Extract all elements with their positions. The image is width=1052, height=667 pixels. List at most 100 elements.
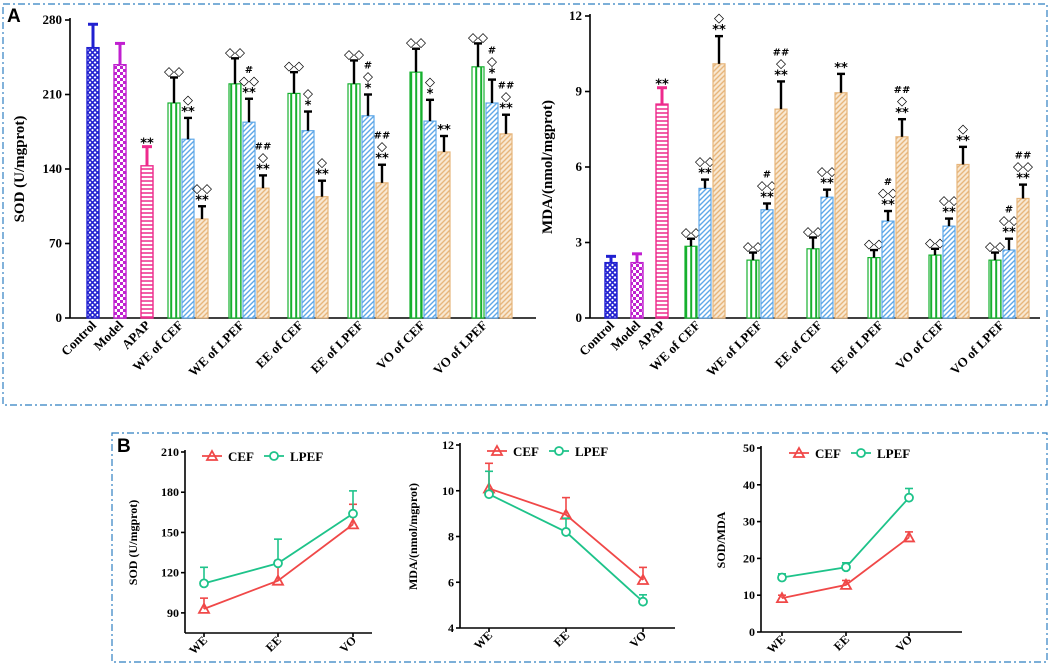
bar-vo-of-lpef-1 bbox=[1002, 249, 1016, 319]
significance-mark: ◇ bbox=[377, 140, 387, 155]
significance-mark: ** bbox=[655, 78, 669, 93]
significance-mark: ◇◇ bbox=[239, 74, 259, 89]
data-point-triangle bbox=[271, 573, 285, 586]
x-tick-label: EE bbox=[551, 628, 572, 649]
significance-mark: ◇ bbox=[363, 70, 373, 85]
significance-mark: # bbox=[488, 46, 496, 57]
x-category-label: VO of LPEF bbox=[947, 317, 1007, 377]
significance-mark: ◇◇ bbox=[344, 47, 364, 62]
legend-marker-triangle bbox=[205, 449, 219, 461]
bar-we-of-lpef-0 bbox=[228, 83, 242, 319]
bar-ee-of-cef-2 bbox=[315, 196, 329, 319]
x-category-label: EE of CEF bbox=[253, 317, 307, 371]
bar-we-of-lpef-1 bbox=[242, 121, 256, 319]
y-axis-title: SOD/MDA bbox=[714, 511, 728, 568]
significance-mark: ** bbox=[942, 206, 956, 221]
significance-mark: ** bbox=[195, 193, 209, 208]
significance-mark: ## bbox=[498, 81, 515, 92]
significance-mark: ** bbox=[499, 102, 513, 117]
x-category-label: WE of LPEF bbox=[703, 317, 765, 379]
x-tick-label: WE bbox=[186, 633, 210, 657]
significance-mark: ◇◇ bbox=[695, 155, 715, 170]
bar-vo-of-lpef-1 bbox=[485, 102, 499, 319]
significance-mark: # bbox=[245, 65, 253, 76]
x-tick-label: WE bbox=[471, 628, 495, 652]
bar-ee-of-lpef-0 bbox=[867, 257, 881, 319]
legend-label-cef: CEF bbox=[513, 444, 539, 459]
data-point-circle bbox=[273, 558, 283, 569]
bar-we-of-cef-1 bbox=[181, 138, 195, 319]
bar-control bbox=[86, 46, 100, 319]
significance-mark: # bbox=[1005, 205, 1013, 216]
significance-mark: * bbox=[365, 82, 372, 97]
significance-mark: ◇ bbox=[317, 156, 327, 171]
x-category-label: Model bbox=[90, 317, 126, 353]
y-tick-label: 0 bbox=[749, 625, 755, 639]
bar-ee-of-lpef-1 bbox=[361, 115, 375, 319]
data-point-circle bbox=[841, 562, 851, 573]
bar-ee-of-lpef-0 bbox=[347, 83, 361, 319]
y-tick-label: 210 bbox=[161, 445, 179, 459]
significance-mark: ◇◇ bbox=[803, 224, 823, 239]
bar-ee-of-cef-1 bbox=[301, 130, 315, 319]
significance-mark: ◇◇ bbox=[985, 240, 1005, 255]
significance-mark: ◇◇ bbox=[864, 237, 884, 252]
significance-mark: ## bbox=[374, 131, 391, 142]
significance-mark: ◇◇ bbox=[925, 236, 945, 251]
panel-a-label: A bbox=[7, 6, 21, 27]
y-tick-label: 4 bbox=[448, 621, 454, 635]
legend-label-lpef: LPEF bbox=[290, 449, 323, 464]
x-category-label: Model bbox=[607, 317, 643, 353]
bar-apap bbox=[655, 103, 669, 319]
y-tick-label: 210 bbox=[43, 87, 63, 102]
significance-mark: * bbox=[305, 99, 312, 114]
data-point-circle bbox=[484, 489, 494, 500]
data-point-triangle bbox=[902, 530, 916, 543]
significance-mark: ◇◇ bbox=[284, 59, 304, 74]
y-tick-label: 90 bbox=[167, 606, 179, 620]
data-point-circle bbox=[638, 596, 648, 607]
y-tick-label: 50 bbox=[743, 441, 755, 455]
y-tick-label: 280 bbox=[43, 12, 63, 27]
significance-mark: ** bbox=[834, 61, 848, 76]
bar-vo-of-lpef-2 bbox=[1016, 197, 1030, 319]
significance-mark: ◇◇ bbox=[743, 240, 763, 255]
significance-mark: ◇◇ bbox=[817, 165, 837, 180]
significance-mark: ◇◇ bbox=[1013, 160, 1033, 175]
significance-mark: ** bbox=[242, 86, 256, 101]
bar-apap bbox=[140, 165, 154, 319]
significance-mark: ** bbox=[375, 152, 389, 167]
bar-control bbox=[604, 261, 618, 319]
significance-mark: ◇◇ bbox=[406, 36, 426, 51]
x-tick-label: VO bbox=[337, 633, 359, 655]
significance-mark: ◇ bbox=[487, 55, 497, 70]
panel-b-frame bbox=[111, 432, 1048, 663]
legend-label-cef: CEF bbox=[815, 446, 841, 461]
y-axis-title: SOD (U/mgprot) bbox=[12, 116, 28, 223]
significance-mark: ◇ bbox=[501, 90, 511, 105]
bar-ee-of-lpef-2 bbox=[375, 182, 389, 319]
significance-mark: ** bbox=[437, 123, 451, 138]
bar-we-of-lpef-2 bbox=[256, 187, 270, 319]
panel-b-label: B bbox=[117, 436, 131, 457]
y-tick-label: 30 bbox=[743, 515, 755, 529]
significance-mark: ◇◇ bbox=[681, 226, 701, 241]
bar-vo-of-lpef-0 bbox=[988, 259, 1002, 319]
bar-we-of-lpef-2 bbox=[774, 108, 788, 319]
bar-ee-of-cef-0 bbox=[287, 92, 301, 319]
legend-marker-circle bbox=[269, 451, 279, 461]
significance-mark: ◇◇ bbox=[164, 64, 184, 79]
bar-vo-of-cef-1 bbox=[423, 120, 437, 319]
legend-label-lpef: LPEF bbox=[575, 444, 608, 459]
significance-mark: ◇ bbox=[776, 56, 786, 71]
bar-vo-of-cef-2 bbox=[956, 163, 970, 319]
y-tick-label: 10 bbox=[442, 484, 454, 498]
significance-mark: ** bbox=[820, 177, 834, 192]
significance-mark: ** bbox=[698, 167, 712, 182]
bar-ee-of-lpef-1 bbox=[881, 220, 895, 319]
bar-vo-of-cef-1 bbox=[942, 225, 956, 319]
bar-we-of-lpef-0 bbox=[746, 259, 760, 319]
legend-marker-circle bbox=[554, 446, 564, 456]
bar-we-of-cef-2 bbox=[712, 63, 726, 319]
